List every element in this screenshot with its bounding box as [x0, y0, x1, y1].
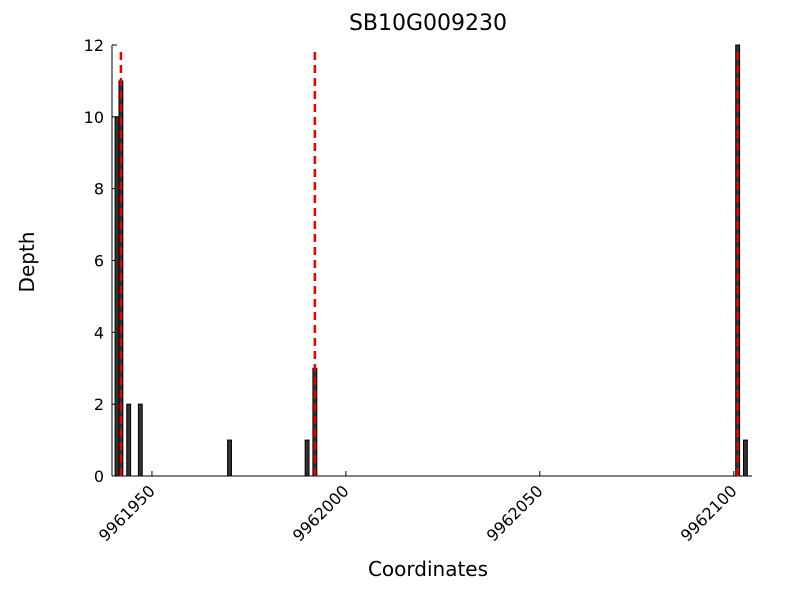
- bar: [742, 439, 748, 477]
- x-tick-label: 9962050: [483, 481, 547, 545]
- y-axis-label: Depth: [15, 232, 39, 293]
- x-tick-label: 9962000: [289, 481, 353, 545]
- y-tick-label: 8: [94, 180, 104, 199]
- y-tick-label: 6: [94, 252, 104, 271]
- bar: [304, 439, 310, 477]
- bar: [126, 403, 132, 477]
- x-tick-label: 9961950: [95, 481, 159, 545]
- x-axis-label: Coordinates: [368, 557, 488, 581]
- y-tick-label: 10: [84, 108, 104, 127]
- y-tick-label: 0: [94, 467, 104, 486]
- y-tick-label: 4: [94, 323, 104, 342]
- x-tick-label: 9962100: [677, 481, 741, 545]
- bar: [227, 439, 232, 477]
- bar: [137, 403, 143, 477]
- chart-title: SB10G009230: [349, 11, 507, 36]
- y-tick-label: 12: [84, 36, 104, 55]
- y-tick-label: 2: [94, 395, 104, 414]
- bar: [114, 116, 120, 477]
